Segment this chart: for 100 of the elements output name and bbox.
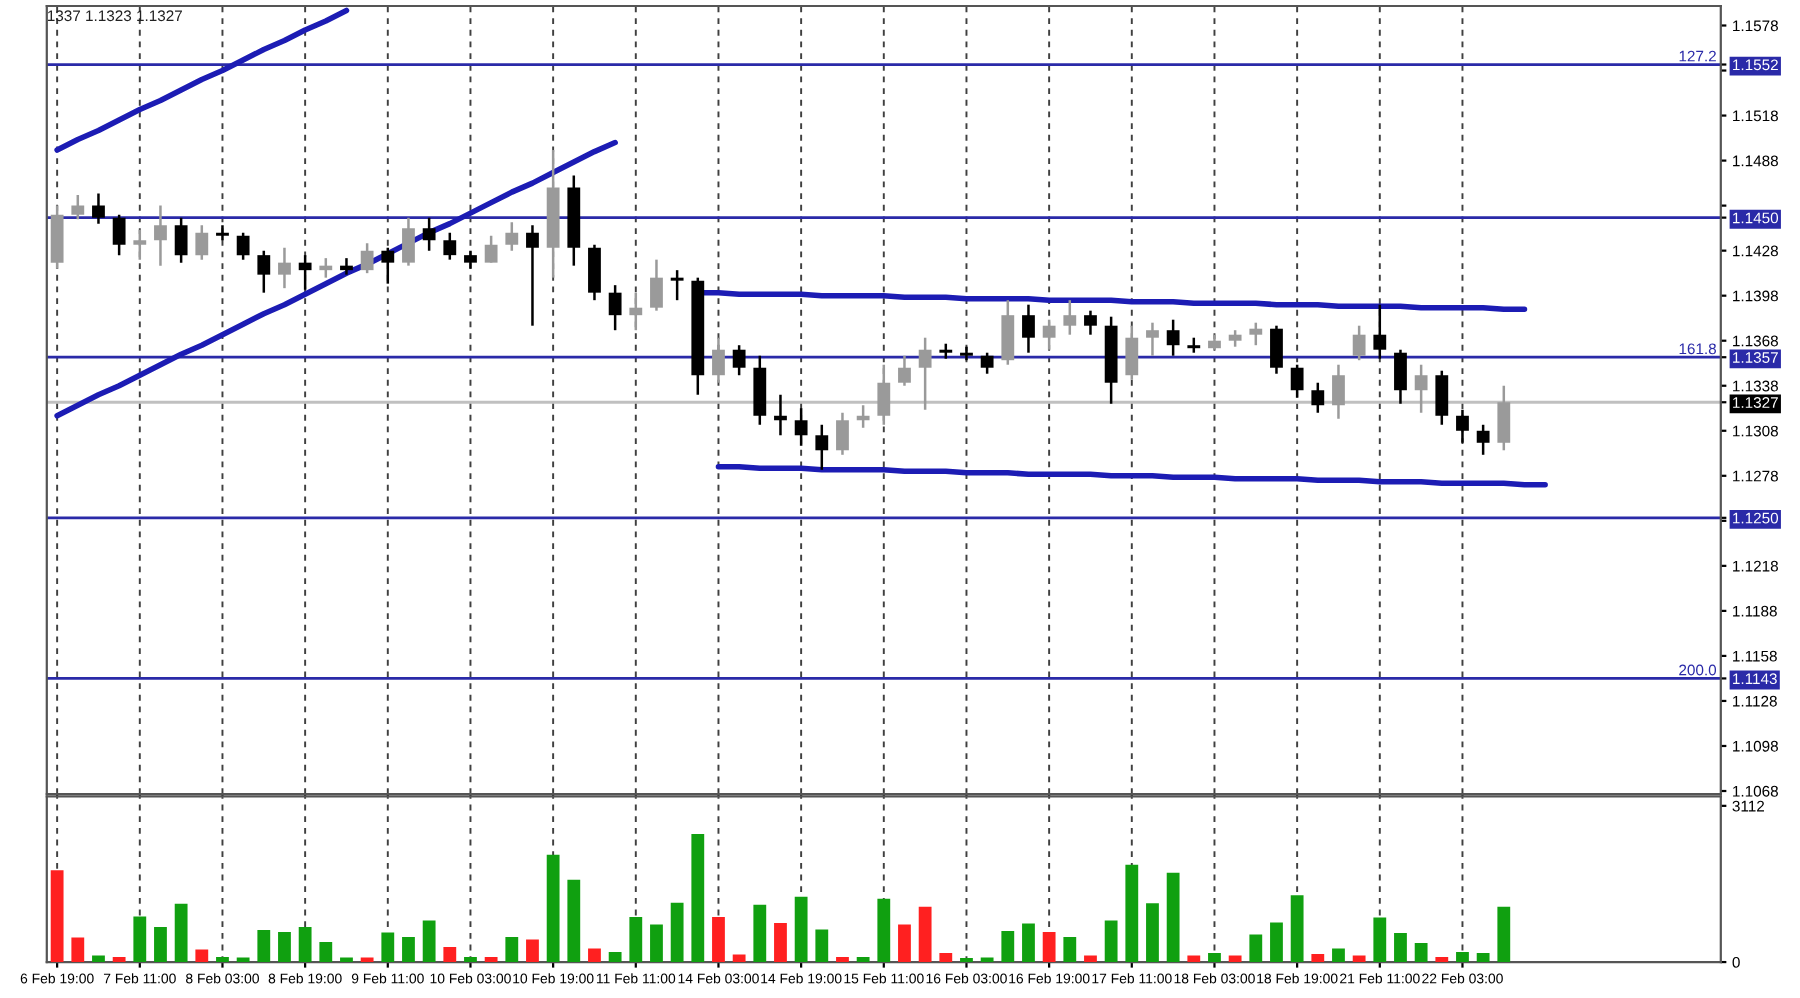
bar bbox=[1352, 955, 1366, 963]
candlestick bbox=[794, 407, 808, 448]
bar bbox=[1456, 952, 1469, 963]
bar bbox=[71, 937, 85, 963]
bar bbox=[1125, 864, 1139, 963]
bar bbox=[422, 920, 436, 963]
candlestick bbox=[1290, 363, 1304, 399]
candlestick bbox=[1022, 303, 1035, 354]
bar bbox=[443, 947, 457, 963]
bar bbox=[650, 924, 663, 963]
bar bbox=[939, 953, 953, 963]
bar bbox=[588, 948, 601, 963]
bar bbox=[360, 957, 374, 963]
candlestick bbox=[360, 241, 374, 275]
bar bbox=[546, 854, 560, 963]
bar bbox=[794, 896, 808, 963]
candlestick bbox=[92, 192, 105, 225]
candlestick bbox=[278, 246, 291, 290]
bar bbox=[298, 926, 312, 963]
candlestick bbox=[588, 243, 601, 302]
candlestick bbox=[670, 268, 684, 302]
candlestick bbox=[1270, 324, 1283, 375]
bar bbox=[1249, 934, 1263, 963]
bar bbox=[1332, 948, 1345, 963]
candlestick bbox=[1373, 303, 1387, 360]
candlestick bbox=[1311, 381, 1325, 415]
bar bbox=[629, 916, 643, 963]
candlestick bbox=[154, 204, 167, 267]
candlestick bbox=[340, 256, 353, 276]
bar bbox=[1063, 936, 1077, 963]
bar bbox=[195, 949, 209, 963]
bar bbox=[133, 916, 147, 963]
bar bbox=[1001, 930, 1015, 963]
bar bbox=[92, 955, 105, 963]
bar bbox=[112, 957, 126, 963]
candlestick bbox=[174, 216, 188, 264]
bar bbox=[1311, 954, 1325, 963]
bar bbox=[154, 926, 167, 963]
bar bbox=[1373, 917, 1387, 963]
bar bbox=[856, 957, 870, 963]
candlestick bbox=[1476, 423, 1490, 457]
candlestick bbox=[856, 404, 870, 430]
candlestick bbox=[402, 216, 415, 267]
candlestick bbox=[608, 283, 622, 332]
candlestick bbox=[1063, 298, 1077, 336]
candlestick bbox=[505, 220, 519, 252]
bar bbox=[877, 898, 891, 963]
candlestick bbox=[1146, 321, 1159, 357]
candlestick bbox=[712, 336, 725, 384]
bar bbox=[526, 939, 539, 963]
line-series bbox=[54, 139, 618, 419]
candlestick bbox=[133, 228, 147, 261]
bar bbox=[1166, 872, 1180, 963]
bar bbox=[918, 906, 932, 963]
candlestick bbox=[1394, 348, 1407, 405]
bar bbox=[257, 929, 271, 963]
bar bbox=[980, 957, 994, 963]
bar bbox=[1435, 957, 1449, 963]
bar bbox=[381, 932, 395, 963]
bar bbox=[732, 954, 746, 963]
candlestick bbox=[195, 223, 209, 261]
bar bbox=[1414, 943, 1428, 963]
bar bbox=[815, 929, 829, 963]
bar bbox=[1104, 920, 1118, 963]
candlestick bbox=[298, 253, 312, 291]
bar bbox=[1270, 922, 1283, 963]
bar bbox=[50, 870, 64, 963]
candlestick bbox=[1456, 408, 1469, 445]
bar bbox=[1394, 932, 1407, 963]
candlestick bbox=[1497, 384, 1511, 452]
candlestick bbox=[216, 223, 229, 242]
candlestick bbox=[898, 354, 911, 387]
candlestick bbox=[464, 249, 477, 270]
bar bbox=[1208, 953, 1221, 963]
candlestick bbox=[732, 343, 746, 377]
bar bbox=[1084, 955, 1097, 963]
bar bbox=[505, 936, 519, 963]
bar bbox=[174, 903, 188, 963]
candlestick bbox=[236, 231, 250, 261]
bar bbox=[753, 904, 767, 963]
bar bbox=[898, 924, 911, 963]
candlestick bbox=[112, 213, 126, 257]
candlestick bbox=[1414, 363, 1428, 415]
candlestick bbox=[1249, 321, 1263, 347]
candlestick bbox=[257, 249, 271, 294]
candlestick bbox=[980, 351, 994, 375]
candlestick bbox=[1125, 324, 1139, 381]
candlestick bbox=[815, 423, 829, 472]
bar bbox=[712, 916, 725, 963]
candlestick bbox=[629, 291, 643, 332]
bar bbox=[402, 936, 415, 963]
bar bbox=[464, 957, 477, 963]
bar bbox=[1022, 923, 1035, 963]
candlestick bbox=[836, 411, 849, 457]
candlestick bbox=[319, 256, 333, 279]
candlestick bbox=[484, 234, 498, 264]
candlestick bbox=[918, 336, 932, 411]
bar bbox=[670, 902, 684, 963]
candlestick bbox=[71, 193, 85, 221]
candlestick bbox=[443, 231, 457, 261]
